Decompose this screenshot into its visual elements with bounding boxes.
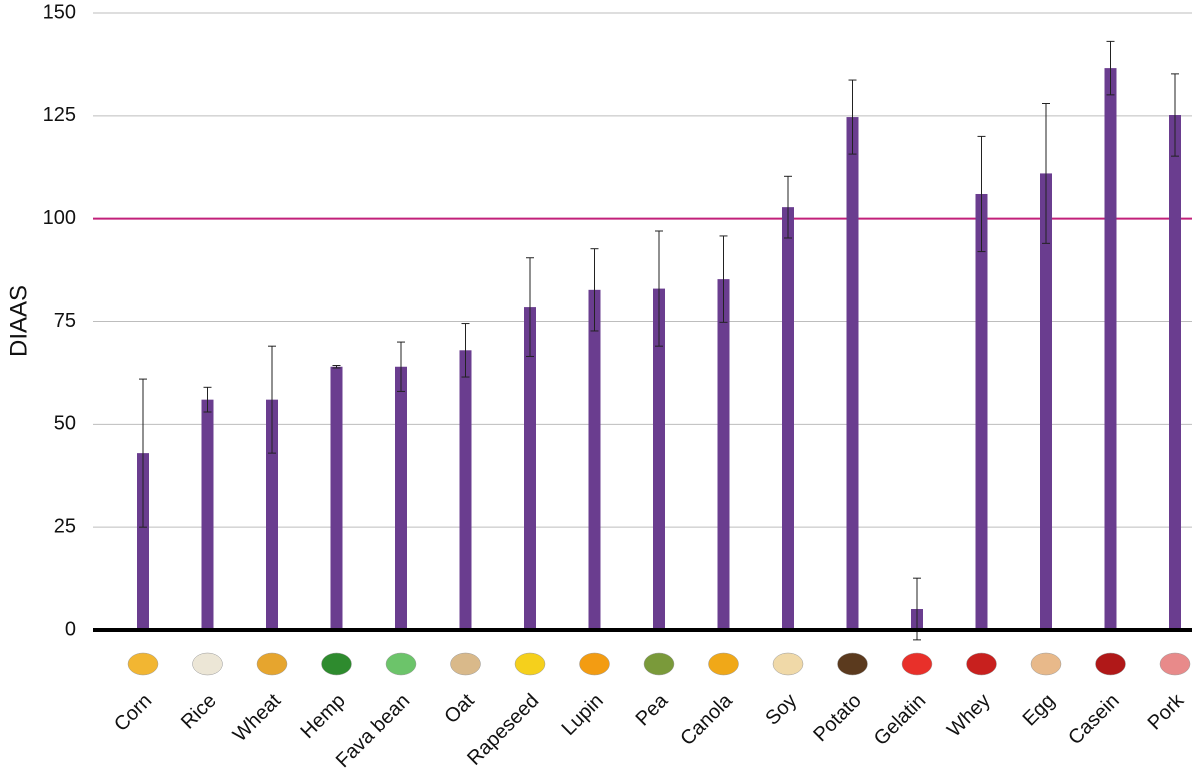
x-tick-label: Rapeseed	[463, 690, 543, 770]
x-tick-label: Whey	[943, 690, 995, 742]
bar	[1169, 115, 1181, 630]
category-icon	[450, 652, 481, 676]
x-tick-label: Lupin	[558, 690, 608, 740]
x-tick-label: Oat	[440, 689, 479, 728]
bar	[137, 453, 149, 630]
bar	[717, 279, 730, 630]
bar	[846, 117, 859, 631]
y-tick-label: 0	[65, 618, 76, 640]
x-tick-label: Wheat	[229, 689, 286, 746]
x-tick-label: Casein	[1064, 690, 1124, 750]
bar	[459, 350, 472, 630]
bar	[588, 289, 601, 630]
category-icon	[1159, 652, 1191, 676]
x-tick-label: Canola	[676, 689, 737, 750]
x-tick-label: Potato	[809, 690, 865, 746]
y-tick-label: 150	[43, 1, 76, 23]
category-icon	[192, 652, 223, 676]
x-tick-label: Hemp	[296, 690, 349, 743]
y-tick-label: 125	[43, 104, 76, 126]
x-tick-label: Pea	[632, 689, 673, 730]
y-tick-label: 50	[54, 413, 76, 435]
y-tick-label: 25	[54, 515, 76, 537]
category-icon	[127, 652, 159, 676]
bar	[1040, 173, 1052, 631]
category-icon	[321, 652, 352, 676]
category-icon	[1030, 652, 1062, 676]
category-icon	[837, 652, 868, 676]
y-tick-label: 75	[54, 310, 76, 332]
category-icon	[385, 652, 417, 676]
bar	[975, 193, 988, 630]
category-icon	[1095, 652, 1126, 676]
category-icon	[256, 652, 288, 676]
bar	[201, 399, 214, 630]
category-icon	[708, 652, 739, 676]
x-tick-label: Egg	[1019, 690, 1060, 731]
x-tick-label: Gelatin	[870, 690, 930, 750]
x-tick-label: Corn	[110, 690, 156, 736]
x-tick-label: Rice	[177, 690, 221, 734]
y-tick-label: 100	[43, 207, 76, 229]
bar	[524, 307, 536, 630]
category-icon	[643, 652, 675, 676]
category-icon	[772, 652, 804, 676]
bar	[266, 399, 278, 630]
category-icon	[579, 652, 610, 676]
bar	[653, 288, 665, 630]
bar	[1104, 68, 1117, 631]
category-icon	[514, 652, 546, 676]
y-axis-label: DIAAS	[5, 285, 32, 357]
bar	[395, 366, 407, 630]
x-tick-label: Pork	[1144, 689, 1189, 734]
bar	[782, 207, 794, 630]
category-icon	[901, 652, 933, 676]
category-icon	[966, 652, 997, 676]
bar	[330, 366, 343, 630]
x-tick-label: Soy	[761, 690, 801, 730]
